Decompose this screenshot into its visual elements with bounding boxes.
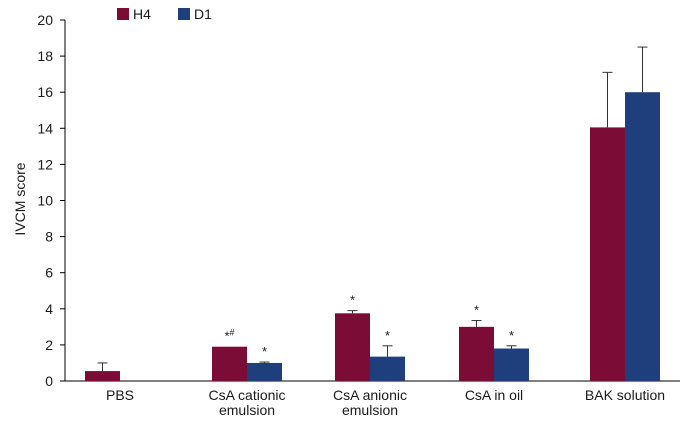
significance-marker-h4-1: *# [224, 328, 234, 344]
x-category-label: emulsion [219, 402, 275, 417]
bar-d1-1 [247, 362, 282, 381]
significance-marker-h4-2: * [350, 293, 355, 308]
legend-label-h4: H4 [133, 6, 151, 22]
y-tick-label: 8 [45, 229, 53, 245]
y-tick-label: 2 [45, 337, 53, 353]
y-tick-label: 16 [37, 84, 53, 100]
bar-d1-3 [494, 348, 529, 381]
significance-marker-d1-2: * [385, 328, 390, 343]
x-category-label: CsA in oil [465, 387, 523, 403]
bar-h4-4 [590, 127, 625, 382]
significance-marker-d1-1: * [262, 344, 267, 359]
x-category-label: PBS [106, 387, 134, 403]
legend-swatch-d1 [178, 8, 190, 20]
significance-markers: *# * * * * * [224, 293, 514, 359]
error-bars [97, 46, 648, 372]
y-tick-label: 0 [45, 373, 53, 389]
bar-h4-2 [335, 313, 370, 381]
bar-h4-1 [212, 346, 247, 381]
y-tick-label: 18 [37, 48, 53, 64]
y-tick-label: 4 [45, 301, 53, 317]
y-tick-label: 6 [45, 265, 53, 281]
x-category-label: CsA cationic [208, 387, 285, 403]
y-axis-title: IVCM score [12, 162, 28, 235]
y-tick-label: 14 [37, 120, 53, 136]
y-axis-ticks: 0 2 4 6 8 10 12 14 16 18 20 [37, 12, 65, 389]
bar-d1-4 [625, 92, 660, 381]
legend-label-d1: D1 [194, 6, 212, 22]
y-tick-label: 10 [37, 193, 53, 209]
significance-marker-d1-3: * [509, 328, 514, 343]
bar-h4-3 [459, 326, 494, 381]
significance-marker-h4-3: * [474, 303, 479, 318]
bar-h4-0 [85, 371, 120, 381]
x-category-label: CsA anionic [333, 387, 407, 403]
x-category-label: BAK solution [585, 387, 665, 403]
bars [85, 92, 660, 382]
legend: H4 D1 [117, 6, 212, 22]
legend-swatch-h4 [117, 8, 129, 20]
x-category-label: emulsion [342, 402, 398, 417]
axes [64, 20, 680, 382]
bar-d1-2 [370, 356, 405, 381]
y-tick-label: 12 [37, 156, 53, 172]
y-tick-label: 20 [37, 12, 53, 28]
hash-superscript: # [230, 328, 235, 338]
